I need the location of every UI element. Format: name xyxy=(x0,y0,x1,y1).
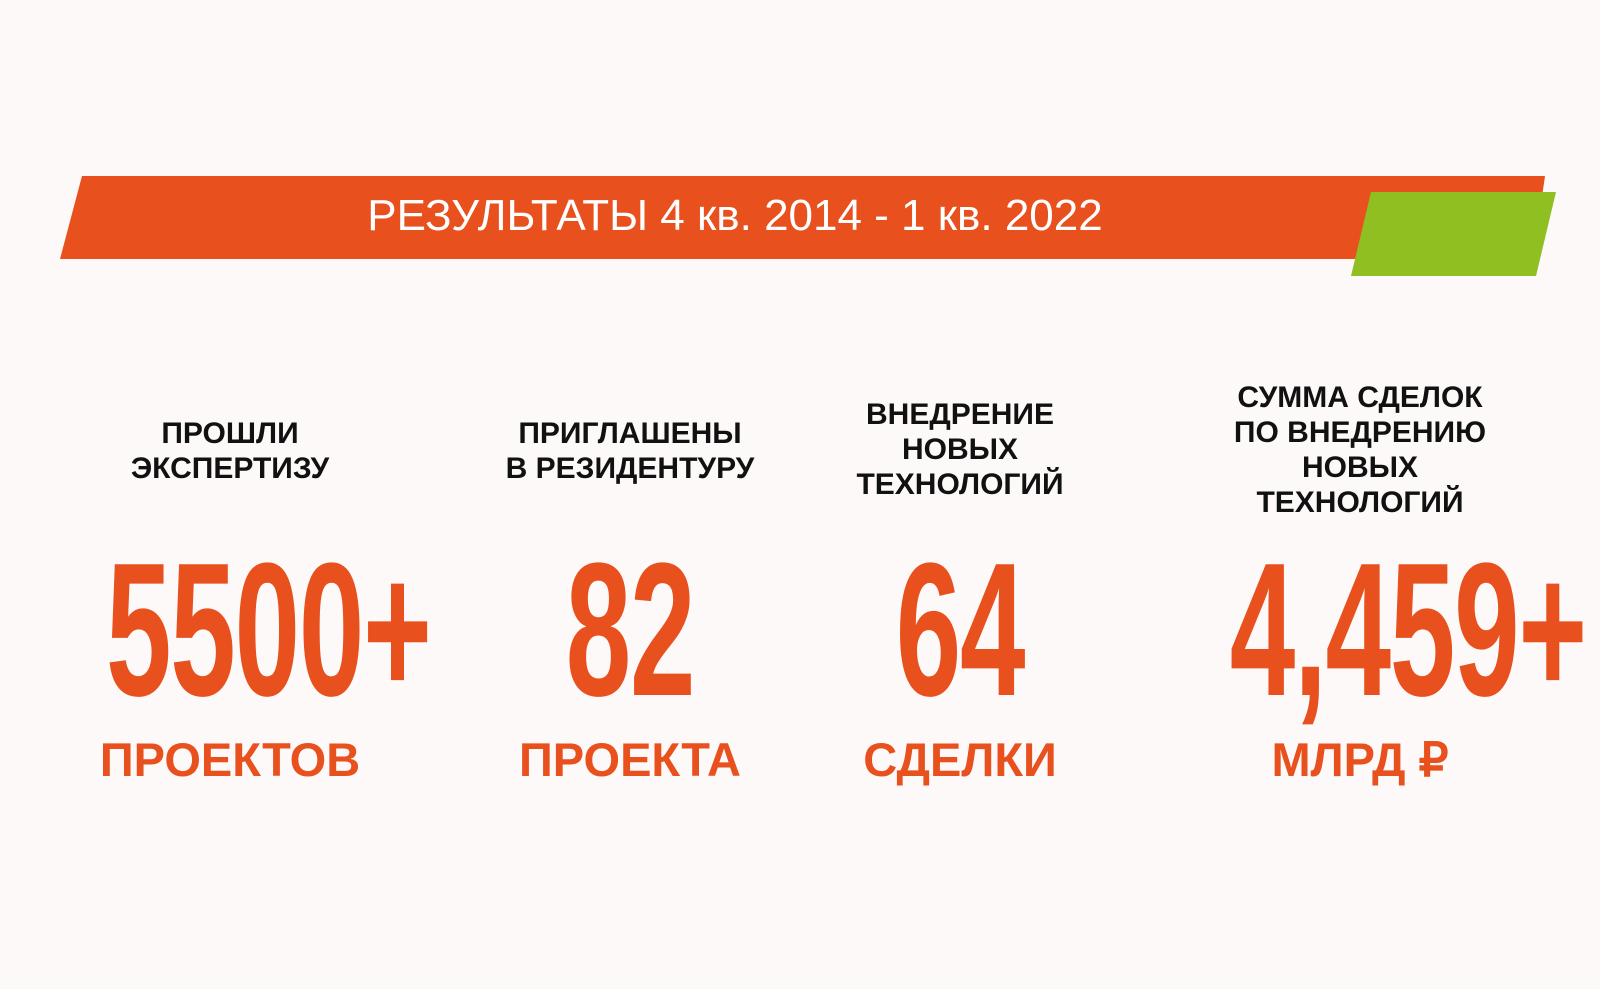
stat-new-tech: ВНЕДРЕНИЕ НОВЫХ ТЕХНОЛОГИЙ 64 СДЕЛКИ xyxy=(800,0,1120,989)
banner-title: РЕЗУЛЬТАТЫ 4 кв. 2014 - 1 кв. 2022 xyxy=(367,191,1103,240)
stat-value: 4,459+ xyxy=(1229,524,1587,736)
stat-value: 64 xyxy=(895,524,1026,736)
stat-residency: ПРИГЛАШЕНЫ В РЕЗИДЕНТУРУ 82 ПРОЕКТА xyxy=(440,0,820,989)
results-banner: РЕЗУЛЬТАТЫ 4 кв. 2014 - 1 кв. 2022 xyxy=(0,0,1600,300)
stat-label: ПРИГЛАШЕНЫ В РЕЗИДЕНТУРУ xyxy=(505,417,755,485)
stat-unit: СДЕЛКИ xyxy=(863,733,1057,786)
stat-value: 82 xyxy=(565,524,696,736)
banner-shapes xyxy=(60,176,1556,276)
stat-label: ВНЕДРЕНИЕ НОВЫХ ТЕХНОЛОГИЙ xyxy=(856,398,1064,501)
stat-label: ПРОШЛИ ЭКСПЕРТИЗУ xyxy=(130,417,330,485)
banner-green-accent xyxy=(1351,192,1556,276)
stat-unit: ПРОЕКТОВ xyxy=(99,733,361,786)
stat-deal-sum: СУММА СДЕЛОК ПО ВНЕДРЕНИЮ НОВЫХ ТЕХНОЛОГ… xyxy=(1150,0,1587,989)
stat-unit: ПРОЕКТА xyxy=(519,733,741,786)
banner-orange-strip xyxy=(60,176,1545,259)
stat-value: 5500+ xyxy=(106,524,432,736)
stat-label: СУММА СДЕЛОК ПО ВНЕДРЕНИЮ НОВЫХ ТЕХНОЛОГ… xyxy=(1233,381,1487,519)
stat-unit: МЛРД ₽ xyxy=(1271,733,1449,786)
stat-expertise: ПРОШЛИ ЭКСПЕРТИЗУ 5500+ ПРОЕКТОВ xyxy=(30,0,432,989)
